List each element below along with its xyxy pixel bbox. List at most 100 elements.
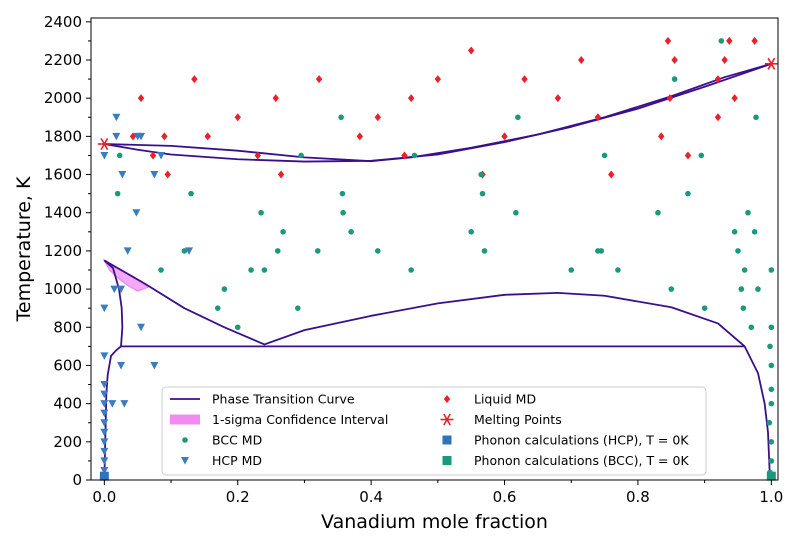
y-tick-label: 2000 bbox=[44, 89, 82, 107]
bcc-md-point bbox=[280, 229, 286, 235]
liquid-md-point bbox=[407, 94, 415, 103]
bcc-md-point bbox=[698, 152, 705, 159]
y-tick-label: 0 bbox=[72, 471, 82, 489]
legend-entry: Phonon calculations (HCP), T = 0K bbox=[442, 433, 689, 448]
hcp-md-point bbox=[185, 247, 194, 255]
liquid-md-point bbox=[501, 132, 508, 141]
bcc-md-point bbox=[298, 152, 304, 159]
legend-entry: Melting Points bbox=[440, 412, 562, 427]
hcp-md-point bbox=[157, 151, 166, 160]
bcc-md-point bbox=[738, 286, 745, 292]
liquid-md-point bbox=[684, 151, 692, 160]
bcc-md-point bbox=[515, 114, 521, 121]
liquid-md-point bbox=[554, 94, 562, 103]
bcc-md-point bbox=[294, 305, 301, 311]
liquid-md-point bbox=[664, 36, 672, 45]
legend-swatch-stroke bbox=[443, 413, 451, 426]
bcc-md-point bbox=[768, 458, 775, 464]
bcc-md-point bbox=[766, 419, 773, 426]
phase-curve-4 bbox=[103, 259, 124, 481]
liquid-md-point bbox=[149, 151, 157, 160]
legend-label: Melting Points bbox=[474, 412, 562, 427]
bcc-md-point bbox=[768, 439, 775, 445]
legend-entry: 1-sigma Confidence Interval bbox=[170, 412, 388, 427]
liquid-md-point bbox=[401, 151, 408, 160]
bcc-md-point bbox=[753, 114, 759, 121]
bcc-md-point bbox=[481, 248, 488, 254]
hcp-md-point bbox=[100, 428, 109, 437]
liquid-md-point bbox=[277, 170, 285, 179]
liquid-md-point bbox=[254, 151, 261, 160]
bcc-md-point bbox=[234, 324, 241, 331]
data-point-layer bbox=[97, 36, 778, 481]
legend-box bbox=[161, 386, 707, 476]
bcc-md-point bbox=[767, 343, 773, 350]
axis-ticks: 0.0 0.2 0.4 0.6 0.8 1.0 0 200 400 600 800 1000 1200 1… bbox=[44, 13, 783, 506]
y-tick-label: 400 bbox=[53, 395, 82, 413]
legend-label: Phonon calculations (HCP), T = 0K bbox=[474, 433, 689, 448]
bcc-md-point bbox=[718, 38, 725, 44]
hcp-md-point bbox=[110, 285, 119, 294]
x-tick-label: 0.2 bbox=[226, 488, 250, 506]
legend-entry: BCC MD bbox=[182, 433, 262, 448]
bcc-md-point bbox=[375, 248, 381, 254]
hcp-md-point bbox=[117, 361, 126, 370]
liquid-md-point bbox=[164, 170, 171, 179]
legend-swatch bbox=[443, 395, 451, 403]
y-tick-label: 1400 bbox=[44, 204, 82, 222]
liquid-md-point bbox=[721, 56, 728, 64]
legend-label: Phase Transition Curve bbox=[212, 392, 355, 407]
melting-point bbox=[764, 57, 778, 70]
legend-entry: Phase Transition Curve bbox=[170, 392, 355, 407]
hcp-md-point bbox=[112, 113, 121, 122]
hcp-md-point bbox=[100, 447, 109, 456]
legend-band-swatch bbox=[170, 414, 200, 425]
legend-swatch bbox=[182, 437, 188, 443]
liquid-md-point bbox=[434, 75, 442, 84]
bcc-md-point bbox=[339, 190, 346, 197]
hcp-md-point bbox=[100, 400, 109, 408]
legend-swatch bbox=[442, 435, 452, 445]
bcc-md-point bbox=[261, 267, 268, 273]
liquid-md-point bbox=[594, 113, 602, 122]
x-axis-label: Vanadium mole fraction bbox=[321, 511, 548, 533]
bcc-md-point bbox=[258, 209, 264, 216]
hcp-md-point bbox=[120, 400, 129, 408]
hcp-md-point bbox=[137, 323, 146, 332]
liquid-md-point bbox=[356, 132, 363, 141]
hcp-md-point bbox=[118, 171, 127, 179]
melting-point-stroke bbox=[767, 57, 776, 70]
bcc-md-point bbox=[116, 152, 123, 159]
liquid-md-point bbox=[234, 113, 241, 122]
bcc-md-point bbox=[411, 152, 418, 159]
hcp-md-point bbox=[100, 466, 109, 475]
x-tick-label: 1.0 bbox=[759, 488, 783, 506]
bcc-md-point bbox=[701, 305, 708, 311]
y-tick-label: 800 bbox=[53, 318, 82, 336]
y-tick-label: 200 bbox=[53, 433, 82, 451]
legend-swatch bbox=[440, 413, 454, 426]
y-tick-label: 1800 bbox=[44, 127, 82, 145]
y-tick-label: 1000 bbox=[44, 280, 82, 298]
legend: Phase Transition Curve 1-sigma Confidence… bbox=[161, 386, 707, 476]
hcp-md-point bbox=[100, 409, 109, 418]
bcc-md-point bbox=[348, 229, 354, 235]
bcc-md-point bbox=[745, 209, 751, 216]
liquid-md-point bbox=[714, 75, 722, 84]
x-tick-label: 0.0 bbox=[92, 488, 116, 506]
phase-curve-1 bbox=[104, 62, 772, 163]
liquid-md-point bbox=[467, 46, 475, 55]
liquid-md-point bbox=[129, 132, 137, 141]
legend-entry: Phonon calculations (BCC), T = 0K bbox=[442, 453, 689, 468]
bcc-md-point bbox=[740, 305, 747, 311]
hcp-md-point bbox=[100, 457, 109, 465]
bcc-md-point bbox=[181, 248, 188, 254]
bcc-md-point bbox=[340, 209, 346, 216]
y-tick-label: 2400 bbox=[44, 13, 82, 31]
hcp-md-point bbox=[123, 247, 132, 255]
bcc-md-point bbox=[601, 152, 608, 159]
liquid-md-point bbox=[578, 56, 585, 64]
hcp-md-point bbox=[112, 132, 121, 141]
y-tick-label: 1600 bbox=[44, 166, 82, 184]
